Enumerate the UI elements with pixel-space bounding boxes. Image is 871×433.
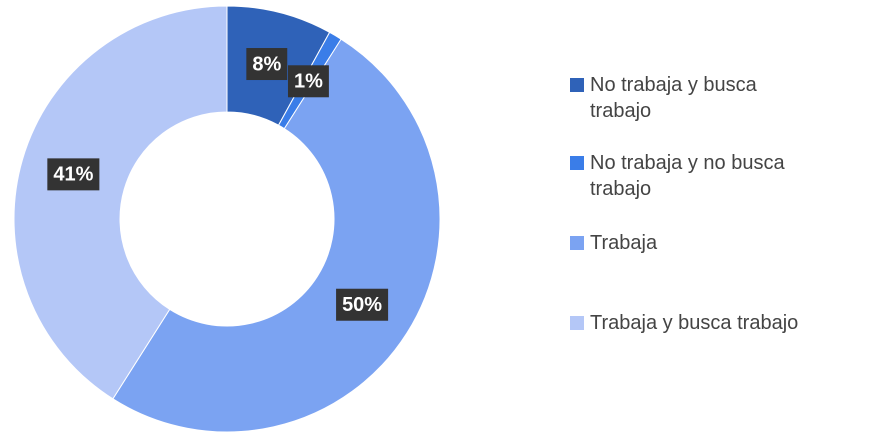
donut-slice [112,38,441,433]
legend-item: Trabaja [570,230,860,256]
chart: 8% 1% 50% 41% [13,5,441,433]
legend-label: No trabaja y busca trabajo [590,74,757,122]
legend-item: No trabaja y busca trabajo [570,72,860,124]
legend-label: Trabaja y busca trabajo [590,312,799,334]
legend-item: Trabaja y busca trabajo [570,310,860,336]
legend-swatch [570,156,584,170]
legend-label: Trabaja [590,232,658,254]
legend-swatch [570,78,584,92]
legend-swatch [570,316,584,330]
data-label-text: 8% [252,53,281,75]
data-label-text: 41% [53,164,93,186]
legend-item: No trabaja y no busca trabajo [570,150,860,202]
legend-label: No trabaja y no busca trabajo [590,152,785,200]
data-label: 41% [47,158,100,191]
data-label: 8% [246,48,288,81]
data-label-box [246,48,288,81]
data-label: 50% [336,288,389,321]
data-label-text: 1% [294,71,323,93]
data-label: 1% [287,65,329,98]
data-label-box [336,288,389,321]
data-label-box [287,65,329,98]
legend-swatch [570,236,584,250]
data-label-text: 50% [342,294,382,316]
data-label-box [47,158,100,191]
donut-slice [13,5,228,400]
